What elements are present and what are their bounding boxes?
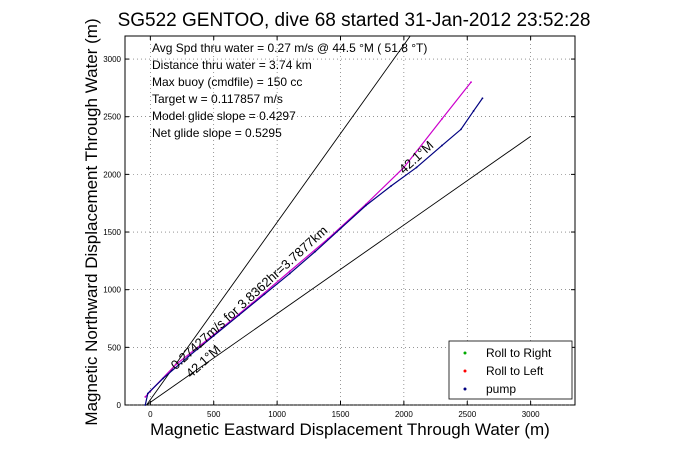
legend: Roll to Right Roll to Left pump: [448, 340, 573, 400]
series-point: [144, 396, 147, 398]
info-line: Distance thru water = 3.74 km: [152, 58, 312, 72]
legend-marker: [463, 387, 467, 391]
series-point: [212, 334, 215, 337]
y-tick-label: 3000: [103, 55, 121, 64]
x-tick-label: 2500: [458, 410, 476, 419]
info-line: Target w = 0.117857 m/s: [152, 92, 283, 106]
info-line: Model glide slope = 0.4297: [152, 109, 296, 123]
legend-box: [448, 340, 573, 400]
info-line: Net glide slope = 0.5295: [152, 126, 282, 140]
series-point: [364, 204, 367, 207]
reference-lines: [146, 35, 531, 406]
series-point: [314, 250, 317, 253]
legend-marker: [463, 369, 467, 373]
series-point: [146, 392, 149, 395]
series-point: [263, 293, 266, 296]
series-point: [481, 97, 484, 100]
legend-marker: [463, 351, 467, 355]
x-tick-label: 1000: [268, 410, 286, 419]
tick-layer: 0 500 1000 1500 2000 2500 3000 0 500 1000 1500 2000…: [103, 36, 575, 419]
legend-label: Roll to Left: [486, 364, 544, 378]
x-tick-label: 0: [148, 410, 153, 419]
x-tick-label: 3000: [522, 410, 540, 419]
reference-line: [146, 135, 531, 406]
x-tick-label: 1500: [332, 410, 350, 419]
series-point: [238, 314, 240, 316]
series-point: [460, 128, 462, 131]
series-point: [415, 166, 418, 169]
series-point: [441, 144, 443, 147]
series-point: [402, 166, 405, 169]
series-point: [472, 110, 475, 112]
info-text-block: Avg Spd thru water = 0.27 m/s @ 44.5 °M …: [152, 41, 427, 140]
x-tick-label: 500: [207, 410, 221, 419]
series-point: [441, 118, 443, 120]
y-tick-label: 1000: [103, 286, 121, 295]
y-tick-label: 2000: [103, 170, 121, 179]
series-point: [470, 81, 472, 84]
series-point: [288, 270, 291, 273]
chart-title: SG522 GENTOO, dive 68 started 31-Jan-201…: [118, 10, 591, 31]
legend-label: Roll to Right: [486, 346, 552, 360]
y-tick-label: 0: [117, 401, 122, 410]
plot-area: 0.27427m/s for 3.8362hr=3.7877km42.1°M42…: [103, 35, 576, 419]
series-point: [162, 377, 164, 380]
info-line: Max buoy (cmdfile) = 150 cc: [152, 75, 302, 89]
series-point: [390, 185, 393, 187]
reference-line: [146, 35, 411, 406]
series-point: [288, 272, 291, 275]
x-axis-label: Magnetic Eastward Displacement Through W…: [150, 420, 550, 439]
grid-layer: [125, 36, 575, 406]
series-point: [174, 363, 177, 366]
series-point: [144, 404, 147, 406]
info-line: Avg Spd thru water = 0.27 m/s @ 44.5 °M …: [152, 41, 427, 55]
y-axis-label: Magnetic Northward Displacement Through …: [82, 18, 101, 425]
y-tick-label: 2500: [103, 113, 121, 122]
y-tick-label: 1500: [103, 228, 121, 237]
series-layer: [144, 81, 484, 406]
y-tick-label: 500: [108, 343, 122, 352]
x-tick-label: 2000: [395, 410, 413, 419]
series-point: [187, 355, 190, 358]
series-point: [339, 227, 342, 230]
legend-label: pump: [486, 382, 516, 396]
